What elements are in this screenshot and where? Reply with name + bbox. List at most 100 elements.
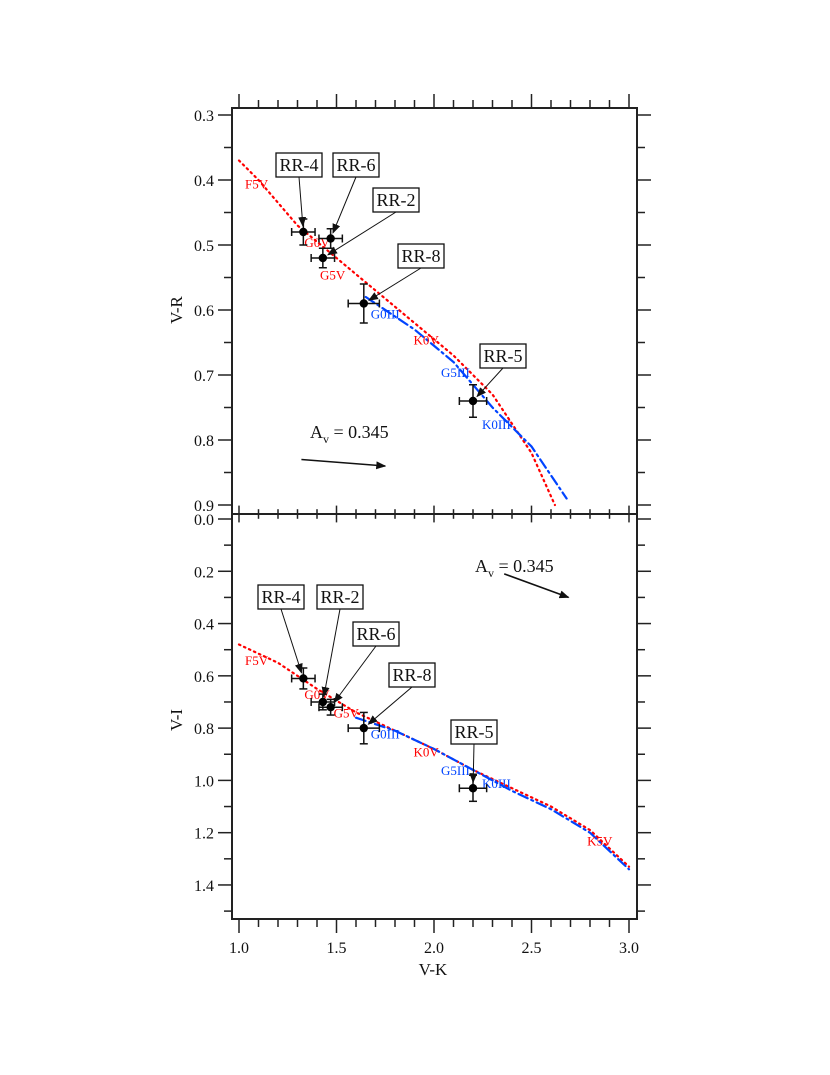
- data-point-marker: [318, 697, 328, 707]
- x-tick-label: 1.0: [229, 940, 249, 957]
- point-label-box: [332, 152, 380, 178]
- data-point-rr-6: RR-6: [318, 152, 380, 249]
- x-tick-label: 3.0: [619, 940, 639, 957]
- x-tick-label: 1.5: [327, 940, 347, 957]
- point-label-box: [257, 584, 305, 610]
- label-pointer-arrow: [298, 176, 307, 228]
- point-label: RR-6: [336, 155, 375, 175]
- reddening-label-value: = 0.345: [494, 556, 554, 576]
- y-tick-label: 1.0: [194, 773, 214, 790]
- y-tick-label: 0.6: [194, 669, 214, 686]
- y-tick-label: 0.2: [194, 564, 214, 581]
- x-tick-label: 2.0: [424, 940, 444, 957]
- data-point-rr-8: RR-8: [347, 662, 436, 745]
- data-point-rr-4: RR-4: [257, 584, 316, 690]
- curves: [237, 643, 631, 871]
- label-pointer-arrow: [280, 608, 303, 674]
- data-point-marker: [318, 253, 328, 263]
- spectral-type-label: G0III: [371, 726, 400, 741]
- point-label-box: [352, 621, 400, 647]
- reddening-label: Av = 0.345: [475, 556, 554, 580]
- point-label: RR-2: [320, 587, 359, 607]
- point-label-box: [316, 584, 364, 610]
- point-label-box: [388, 662, 436, 688]
- data-point-rr-5: RR-5: [450, 719, 498, 803]
- reddening-label-a: A: [475, 556, 488, 576]
- point-label: RR-5: [483, 346, 522, 366]
- data-point-rr-5: RR-5: [458, 343, 527, 418]
- point-label: RR-2: [376, 190, 415, 210]
- y-tick-label: 0.8: [194, 433, 214, 450]
- y-tick-label: 1.4: [194, 878, 214, 895]
- data-point-marker: [299, 674, 308, 683]
- data-point-marker: [359, 723, 368, 733]
- spectral-type-label: K0III: [482, 417, 511, 432]
- spectral-type-label: G5III: [441, 365, 470, 380]
- y-axis-label: V-I: [167, 709, 186, 731]
- data-point-marker: [326, 234, 335, 243]
- label-pointer-arrow: [327, 211, 397, 256]
- point-label-box: [397, 243, 445, 269]
- y-tick-label: 0.7: [194, 368, 214, 385]
- data-point-rr-8: RR-8: [347, 243, 445, 324]
- y-tick-label: 0.0: [194, 512, 214, 529]
- point-label: RR-4: [279, 155, 318, 175]
- y-tick-label: 0.4: [194, 617, 214, 634]
- label-pointer-arrow: [476, 367, 504, 398]
- spectral-type-label: K0III: [482, 776, 511, 791]
- data-point-marker: [359, 299, 368, 308]
- reddening-label: Av = 0.345: [310, 422, 389, 446]
- point-label-box: [372, 187, 420, 213]
- y-tick-label: 1.2: [194, 826, 214, 843]
- reddening-label-subscript: v: [323, 432, 329, 446]
- point-label: RR-8: [401, 246, 440, 266]
- spectral-type-label: F5V: [245, 176, 269, 191]
- y-tick-label: 0.3: [194, 108, 214, 125]
- spectral-type-label: G5III: [441, 763, 470, 778]
- label-pointer-arrow: [321, 608, 341, 698]
- data-point-marker: [468, 396, 478, 406]
- point-label-box: [275, 152, 323, 178]
- data-point-marker: [468, 784, 478, 793]
- data-point-marker: [299, 227, 308, 237]
- reddening-vector-arrow: [503, 573, 570, 599]
- dwarf-sequence-line: [237, 159, 557, 507]
- label-pointer-arrow: [469, 743, 478, 784]
- spectral-type-label: G5V: [334, 705, 360, 720]
- data-point-marker: [326, 703, 335, 712]
- spectral-type-label: K0V: [414, 332, 440, 347]
- y-tick-label: 0.6: [194, 303, 214, 320]
- y-tick-label: 0.9: [194, 498, 214, 515]
- x-axis-label: V-K: [419, 960, 448, 979]
- point-label-box: [479, 343, 527, 369]
- data-point-rr-2: RR-2: [310, 584, 364, 711]
- panel-bottom: 0.0 0.2 0.4 0.6 0.8 1.0 1.2 1.4 1.0 1.5 2.0 2.5 3.0 V…: [167, 505, 651, 979]
- y-tick-label: 0.4: [194, 173, 214, 190]
- y-axis-label: V-R: [167, 295, 186, 323]
- y-tick-label: 0.8: [194, 721, 214, 738]
- spectral-type-label: K5V: [587, 834, 613, 849]
- giant-sequence-line: [364, 295, 568, 500]
- label-pointer-arrow: [368, 267, 422, 301]
- x-tick-label: 2.5: [522, 940, 542, 957]
- reddening-vector-arrow: [301, 458, 387, 470]
- label-pointer-arrow: [367, 686, 413, 725]
- reddening-label-subscript: v: [488, 566, 494, 580]
- data-point-rr-2: RR-2: [310, 187, 420, 269]
- spectral-type-label: K0V: [414, 745, 440, 760]
- label-pointer-arrow: [333, 645, 377, 704]
- label-pointer-arrow: [332, 176, 357, 234]
- point-label-box: [450, 719, 498, 745]
- point-label: RR-5: [454, 722, 493, 742]
- reddening-label-value: = 0.345: [329, 422, 389, 442]
- point-label: RR-8: [392, 665, 431, 685]
- point-label: RR-4: [261, 587, 300, 607]
- giant-sequence-line: [354, 716, 631, 871]
- point-label: RR-6: [356, 624, 395, 644]
- plot-frame: [231, 513, 638, 920]
- spectral-type-label: G5V: [320, 267, 346, 282]
- spectral-type-label: F5V: [245, 653, 269, 668]
- data-point-rr-6: RR-6: [318, 621, 400, 716]
- spectral-type-label: G0III: [371, 306, 400, 321]
